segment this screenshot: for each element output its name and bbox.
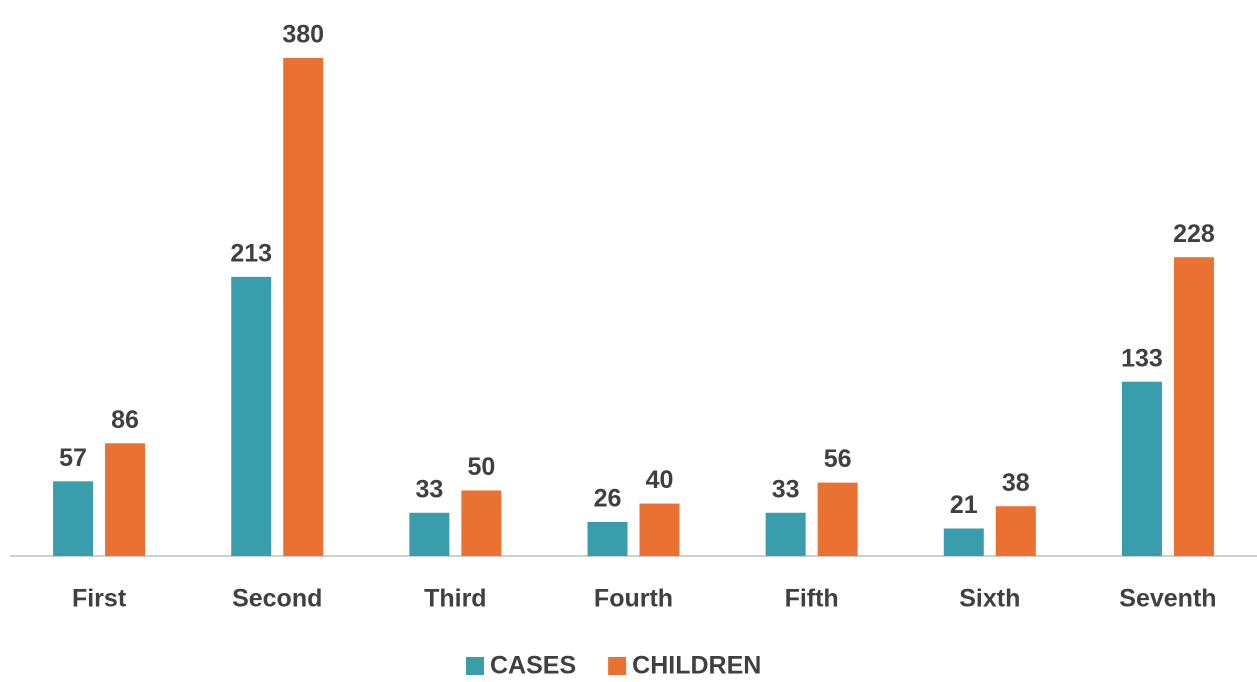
bar [231, 276, 272, 556]
data-label: 380 [282, 21, 324, 49]
bar [283, 58, 324, 556]
x-tick-label: Sixth [959, 585, 1020, 613]
bar [995, 506, 1036, 556]
data-label: 38 [1002, 469, 1030, 497]
legend-swatch [608, 657, 627, 675]
data-label: 40 [646, 466, 674, 494]
bar [943, 528, 984, 556]
x-tick-label: Seventh [1119, 585, 1216, 613]
bar [765, 512, 806, 556]
legend-label: CHILDREN [632, 652, 761, 680]
bar [587, 521, 628, 556]
bar [409, 512, 450, 556]
data-label: 56 [824, 445, 852, 473]
data-label: 86 [111, 406, 139, 434]
x-tick-label: Second [232, 585, 322, 613]
data-label: 50 [467, 453, 495, 481]
bar [53, 481, 94, 556]
data-label: 21 [950, 491, 978, 519]
bar [1121, 381, 1162, 556]
data-label: 213 [230, 239, 272, 267]
data-label: 33 [772, 475, 800, 503]
data-label: 133 [1121, 344, 1163, 372]
data-label: 228 [1173, 220, 1215, 248]
data-label: 33 [415, 475, 443, 503]
bar [639, 503, 680, 556]
x-tick-label: Fourth [594, 585, 673, 613]
x-tick-label: Third [424, 585, 487, 613]
bar [817, 482, 858, 556]
bar [105, 443, 146, 556]
legend-swatch [466, 657, 484, 675]
data-label: 26 [594, 485, 622, 513]
bar [1173, 257, 1214, 556]
data-label: 57 [59, 444, 87, 472]
bar [461, 490, 502, 556]
x-tick-label: First [72, 585, 127, 613]
legend-label: CASES [490, 652, 576, 680]
x-tick-label: Fifth [785, 585, 839, 613]
